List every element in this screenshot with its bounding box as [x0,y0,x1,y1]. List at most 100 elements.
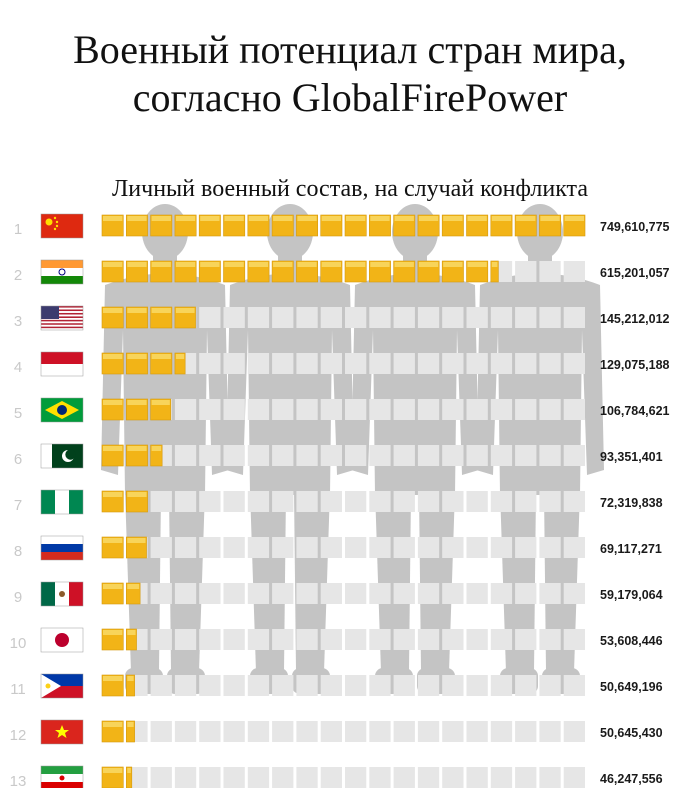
value-label: 46,247,556 [600,772,663,786]
track-segment [345,491,367,512]
silhouette-right-leg [419,490,455,672]
bar-segment-highlight [467,262,487,267]
flag-iran-icon [40,765,84,788]
bar-segment-highlight [491,216,512,221]
track-segment [490,629,513,650]
chart-row: 4 129,075,188 [14,351,670,377]
rank-label: 1 [14,221,22,238]
track-segment [563,583,585,604]
bar-segment-highlight [103,308,123,313]
track-segment [417,537,440,558]
track-segment [345,399,367,420]
rank-label: 9 [14,589,22,606]
bar-segment [490,260,499,283]
track-segment [272,399,294,420]
track-segment [369,767,391,788]
rank-label: 11 [10,681,26,698]
track-segment [199,721,221,742]
track-segment [515,261,537,282]
flag-nigeria-icon [40,489,84,515]
chart-row: 8 69,117,271 [14,535,662,561]
bar-segment-highlight [127,492,147,497]
bar-segment-highlight [175,262,196,267]
track-segment [490,353,513,374]
track-segment [247,537,270,558]
track-segment [466,307,488,328]
bar-segment-highlight [394,262,414,267]
silhouette-left-leg [125,490,161,672]
track-segment [369,675,391,696]
bar-segment-highlight [297,216,317,221]
track-segment [199,629,221,650]
page-title: Военный потенциал стран мира, согласно G… [0,26,700,122]
rank-label: 12 [10,727,27,744]
track-segment [150,537,172,558]
track-segment [417,399,440,420]
track-segment [199,583,221,604]
flag-brazil-icon [40,397,84,423]
track-segment [174,537,197,558]
chart-row: 10 53,608,446 [10,627,663,653]
bar-segment-highlight [273,216,293,221]
bar-segment-highlight [370,262,390,267]
track-segment [272,491,294,512]
bar-segment-highlight [127,676,134,681]
silhouette-torso [226,273,354,495]
track-segment [174,445,197,466]
track-segment [515,721,537,742]
track-segment [320,399,342,420]
track-segment [417,721,440,742]
value-label: 93,351,401 [600,450,663,464]
bar-segment-highlight [127,262,147,267]
track-segment [272,353,294,374]
track-segment [199,445,221,466]
track-segment [442,307,464,328]
bar-segment [150,444,163,467]
track-segment [490,767,513,788]
track-segment [417,491,440,512]
track-segment [345,721,367,742]
bar-segment-highlight [200,216,220,221]
bar-segment [126,766,133,788]
track-segment [442,675,464,696]
track-segment [539,767,561,788]
track-segment [150,675,172,696]
track-segment [174,491,197,512]
track-segment [199,307,221,328]
track-segment [150,767,172,788]
track-segment [393,583,415,604]
track-segment [393,767,415,788]
track-segment [199,537,221,558]
bar-segment-highlight [103,262,123,267]
value-label: 72,319,838 [600,496,663,510]
track-segment [223,537,245,558]
track-segment [296,353,318,374]
flag-china-icon [40,213,84,239]
track-segment [320,721,342,742]
track-segment [539,261,561,282]
silhouette-left-leg [500,490,536,672]
track-segment [272,767,294,788]
value-label: 145,212,012 [600,312,670,326]
track-segment [174,767,197,788]
flag-vietnam-icon [40,719,84,745]
track-segment [442,629,464,650]
bar-segment-highlight [346,216,366,221]
track-segment [345,583,367,604]
track-segment [490,491,513,512]
chart-row: 13 46,247,556 [10,765,663,788]
track-segment [539,445,561,466]
track-segment [442,399,464,420]
track-segment [345,767,367,788]
track-segment [442,721,464,742]
track-segment [515,445,537,466]
bar-segment-highlight [127,722,134,727]
track-segment [272,307,294,328]
bar-segment-highlight [175,354,185,359]
track-segment [563,261,585,282]
track-segment [515,307,537,328]
title-line-2: согласно GlobalFirePower [132,75,568,120]
bar-segment-highlight [103,768,123,773]
bar-segment-highlight [297,262,317,267]
